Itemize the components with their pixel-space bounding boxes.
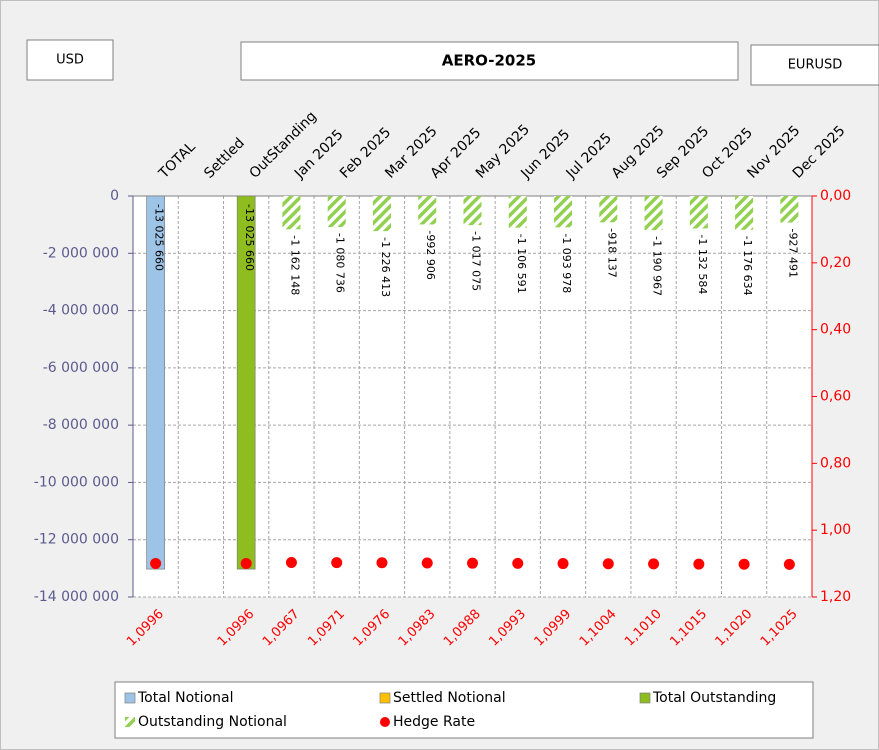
bar — [372, 196, 391, 232]
data-label: -13 025 660 — [243, 204, 256, 271]
legend-label: Hedge Rate — [393, 714, 475, 730]
data-label: -1 080 736 — [334, 233, 347, 293]
y-tick-label: -8 000 000 — [43, 417, 119, 433]
legend-label: Outstanding Notional — [138, 714, 287, 730]
bar — [599, 196, 618, 223]
y-tick-label: -12 000 000 — [34, 532, 119, 548]
hedge-rate-dot — [331, 557, 343, 569]
hedge-rate-dot — [648, 558, 660, 570]
data-label: -927 491 — [786, 229, 799, 278]
hedge-rate-dot — [240, 557, 252, 569]
y2-tick-label: 0,40 — [820, 322, 851, 338]
chart-title: AERO-2025 — [442, 52, 536, 70]
data-label: -1 226 413 — [379, 237, 392, 297]
y2-tick-label: 0,60 — [820, 389, 851, 405]
y2-tick-label: 1,20 — [820, 589, 851, 605]
y-tick-label: 0 — [110, 188, 119, 204]
y2-tick-label: 0,20 — [820, 255, 851, 271]
legend-swatch — [125, 717, 135, 727]
bar — [327, 196, 346, 227]
y-tick-label: -14 000 000 — [34, 589, 119, 605]
data-label: -13 025 660 — [153, 204, 166, 271]
legend-swatch — [379, 692, 391, 704]
hedge-rate-dot — [150, 557, 162, 569]
data-label: -1 132 584 — [696, 234, 709, 294]
y-tick-label: -6 000 000 — [43, 360, 119, 376]
legend-box — [114, 681, 814, 739]
y2-tick-label: 0,80 — [820, 455, 851, 471]
hedge-rate-dot — [467, 557, 478, 569]
legend-label: Total Notional — [137, 690, 233, 706]
bar — [735, 196, 754, 230]
hedge-rate-dot — [602, 558, 614, 570]
hedge-rate-dot — [738, 558, 750, 570]
legend-label: Total Outstanding — [652, 690, 776, 706]
data-label: -992 906 — [424, 230, 437, 279]
bar — [780, 196, 799, 223]
bar — [508, 196, 527, 228]
hedge-rate-dot — [376, 557, 388, 569]
legend-label: Settled Notional — [393, 690, 506, 706]
bar — [644, 196, 663, 231]
data-label: -1 017 075 — [470, 231, 483, 291]
legend-swatch — [380, 717, 390, 727]
data-label: -918 137 — [605, 228, 618, 277]
y-tick-label: -10 000 000 — [34, 474, 119, 490]
pair-box — [750, 44, 879, 86]
data-label: -1 106 591 — [515, 234, 528, 294]
y-tick-label: -2 000 000 — [43, 245, 119, 261]
legend-swatch — [124, 692, 136, 704]
bar — [689, 196, 708, 229]
currency-box — [26, 39, 114, 81]
y2-tick-label: 1,00 — [820, 522, 851, 538]
pair: EURUSD — [788, 58, 843, 73]
bar — [418, 196, 437, 225]
bar — [282, 196, 301, 230]
hedge-rate-dot — [421, 557, 433, 569]
bar — [146, 195, 165, 570]
y2-tick-label: 0,00 — [820, 188, 851, 204]
legend-swatch — [639, 692, 651, 704]
hedge-rate-dot — [693, 558, 705, 570]
data-label: -1 190 967 — [651, 236, 664, 296]
currency: USD — [56, 53, 84, 68]
data-label: -1 093 978 — [560, 233, 573, 293]
bar — [554, 196, 573, 228]
data-label: -1 162 148 — [288, 235, 301, 295]
hedge-rate-dot — [285, 556, 297, 568]
bar — [236, 195, 256, 570]
title-box — [240, 41, 739, 81]
hedge-rate-dot — [783, 558, 795, 570]
y-tick-label: -4 000 000 — [43, 303, 119, 319]
hedge-rate-dot — [557, 558, 569, 570]
hedge-rate-dot — [512, 557, 524, 569]
bar — [463, 196, 482, 226]
data-label: -1 176 634 — [741, 236, 754, 296]
